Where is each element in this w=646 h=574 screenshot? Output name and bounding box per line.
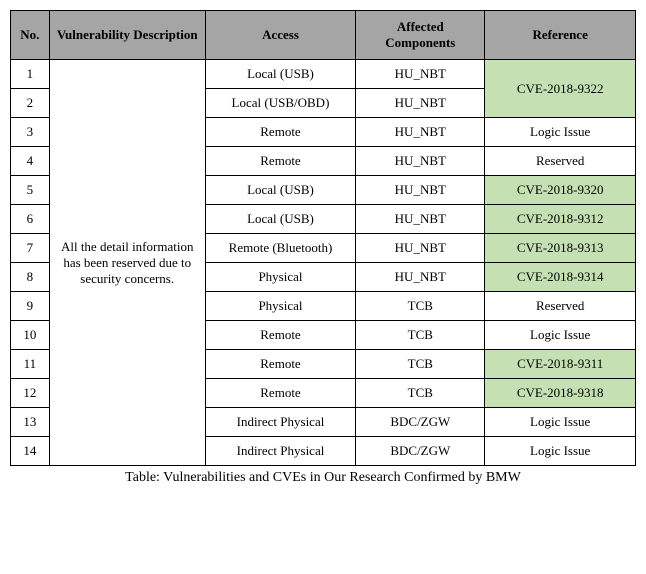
- cell-access: Remote: [205, 350, 356, 379]
- cell-no: 2: [11, 89, 50, 118]
- cell-reference: Logic Issue: [485, 408, 636, 437]
- cell-no: 6: [11, 205, 50, 234]
- cell-component: TCB: [356, 321, 485, 350]
- table-caption: Table: Vulnerabilities and CVEs in Our R…: [10, 466, 636, 486]
- cell-component: HU_NBT: [356, 89, 485, 118]
- cell-component: TCB: [356, 292, 485, 321]
- cell-component: HU_NBT: [356, 263, 485, 292]
- cell-component: TCB: [356, 350, 485, 379]
- cell-reference: CVE-2018-9318: [485, 379, 636, 408]
- cell-access: Remote: [205, 147, 356, 176]
- header-desc: Vulnerability Description: [49, 11, 205, 60]
- cell-no: 13: [11, 408, 50, 437]
- table-row: 1All the detail information has been res…: [11, 60, 636, 89]
- cell-no: 14: [11, 437, 50, 466]
- cell-no: 4: [11, 147, 50, 176]
- cell-no: 12: [11, 379, 50, 408]
- cell-component: HU_NBT: [356, 60, 485, 89]
- cell-component: HU_NBT: [356, 176, 485, 205]
- cell-reference: Logic Issue: [485, 437, 636, 466]
- vulnerabilities-table: No. Vulnerability Description Access Aff…: [10, 10, 636, 466]
- cell-no: 5: [11, 176, 50, 205]
- header-comp: Affected Components: [356, 11, 485, 60]
- cell-access: Local (USB): [205, 60, 356, 89]
- cell-access: Local (USB): [205, 176, 356, 205]
- cell-no: 7: [11, 234, 50, 263]
- cell-reference: CVE-2018-9312: [485, 205, 636, 234]
- cell-desc-merged: All the detail information has been rese…: [49, 60, 205, 466]
- table-header: No. Vulnerability Description Access Aff…: [11, 11, 636, 60]
- cell-reference: Logic Issue: [485, 118, 636, 147]
- cell-access: Local (USB): [205, 205, 356, 234]
- cell-no: 9: [11, 292, 50, 321]
- cell-reference: Logic Issue: [485, 321, 636, 350]
- cell-access: Physical: [205, 292, 356, 321]
- cell-component: BDC/ZGW: [356, 408, 485, 437]
- cell-no: 1: [11, 60, 50, 89]
- cell-access: Indirect Physical: [205, 437, 356, 466]
- cell-no: 3: [11, 118, 50, 147]
- cell-reference: CVE-2018-9313: [485, 234, 636, 263]
- table-body: 1All the detail information has been res…: [11, 60, 636, 466]
- cell-reference: CVE-2018-9320: [485, 176, 636, 205]
- cell-reference: CVE-2018-9311: [485, 350, 636, 379]
- cell-access: Remote: [205, 321, 356, 350]
- cell-component: HU_NBT: [356, 118, 485, 147]
- cell-access: Indirect Physical: [205, 408, 356, 437]
- cell-reference: Reserved: [485, 147, 636, 176]
- cell-component: HU_NBT: [356, 205, 485, 234]
- cell-reference: CVE-2018-9322: [485, 60, 636, 118]
- cell-no: 10: [11, 321, 50, 350]
- cell-reference: Reserved: [485, 292, 636, 321]
- header-access: Access: [205, 11, 356, 60]
- cell-no: 11: [11, 350, 50, 379]
- cell-access: Remote: [205, 118, 356, 147]
- cell-no: 8: [11, 263, 50, 292]
- cell-reference: CVE-2018-9314: [485, 263, 636, 292]
- cell-component: HU_NBT: [356, 234, 485, 263]
- cell-component: HU_NBT: [356, 147, 485, 176]
- cell-component: TCB: [356, 379, 485, 408]
- header-ref: Reference: [485, 11, 636, 60]
- cell-access: Physical: [205, 263, 356, 292]
- header-no: No.: [11, 11, 50, 60]
- cell-access: Local (USB/OBD): [205, 89, 356, 118]
- cell-component: BDC/ZGW: [356, 437, 485, 466]
- cell-access: Remote: [205, 379, 356, 408]
- cell-access: Remote (Bluetooth): [205, 234, 356, 263]
